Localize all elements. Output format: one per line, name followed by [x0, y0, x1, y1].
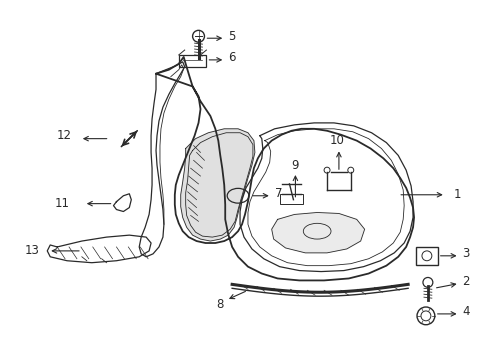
Polygon shape — [271, 212, 364, 253]
Text: 11: 11 — [55, 197, 69, 210]
Text: 6: 6 — [228, 51, 235, 64]
Text: 8: 8 — [216, 298, 224, 311]
Text: 3: 3 — [462, 247, 469, 260]
Text: 10: 10 — [329, 134, 344, 147]
Text: 12: 12 — [57, 129, 71, 142]
Text: 13: 13 — [25, 244, 40, 257]
Text: 1: 1 — [453, 188, 460, 201]
Text: 7: 7 — [274, 187, 282, 200]
Text: 4: 4 — [462, 305, 469, 319]
Text: 9: 9 — [291, 159, 299, 172]
Polygon shape — [181, 129, 254, 241]
Text: 5: 5 — [228, 30, 235, 43]
Text: 2: 2 — [462, 275, 469, 288]
